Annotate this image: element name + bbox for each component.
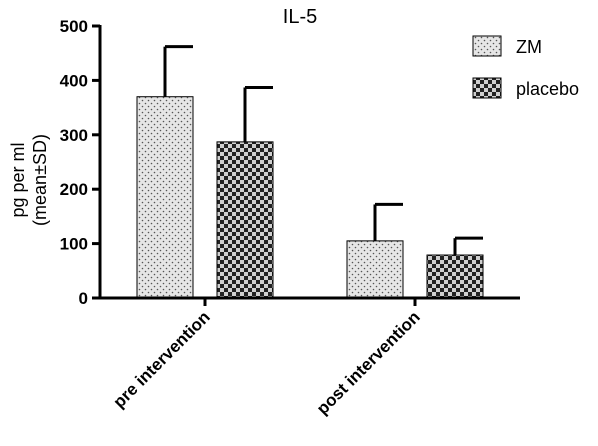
y-tick-label: 200 [60, 180, 88, 199]
y-axis-label: pg per ml (mean±SD) [8, 134, 50, 226]
chart-title: IL-5 [283, 6, 317, 28]
bar-zm-post [346, 240, 404, 299]
y-tick-label: 400 [60, 71, 88, 90]
x-category-label: post intervention [313, 307, 424, 418]
legend: ZM placebo [472, 35, 579, 99]
y-tick-label: 100 [60, 235, 88, 254]
y-tick-label: 500 [60, 17, 88, 36]
legend-label-placebo: placebo [516, 79, 579, 99]
bar-zm-pre [136, 96, 194, 299]
x-category-label: pre intervention [110, 307, 214, 411]
bar-placebo-pre [216, 141, 274, 299]
legend-label-zm: ZM [516, 37, 542, 57]
y-axis: 0 100 200 300 400 500 [60, 17, 102, 308]
bars [136, 45, 484, 299]
x-axis: pre intervention post intervention [99, 296, 520, 418]
legend-swatch-placebo [472, 77, 502, 99]
legend-swatch-zm [472, 35, 502, 57]
bar-placebo-post [426, 254, 484, 299]
y-tick-label: 300 [60, 126, 88, 145]
y-tick-label: 0 [79, 289, 88, 308]
y-axis-label-line-2: (mean±SD) [30, 134, 50, 226]
y-axis-label-line-1: pg per ml [8, 142, 28, 217]
